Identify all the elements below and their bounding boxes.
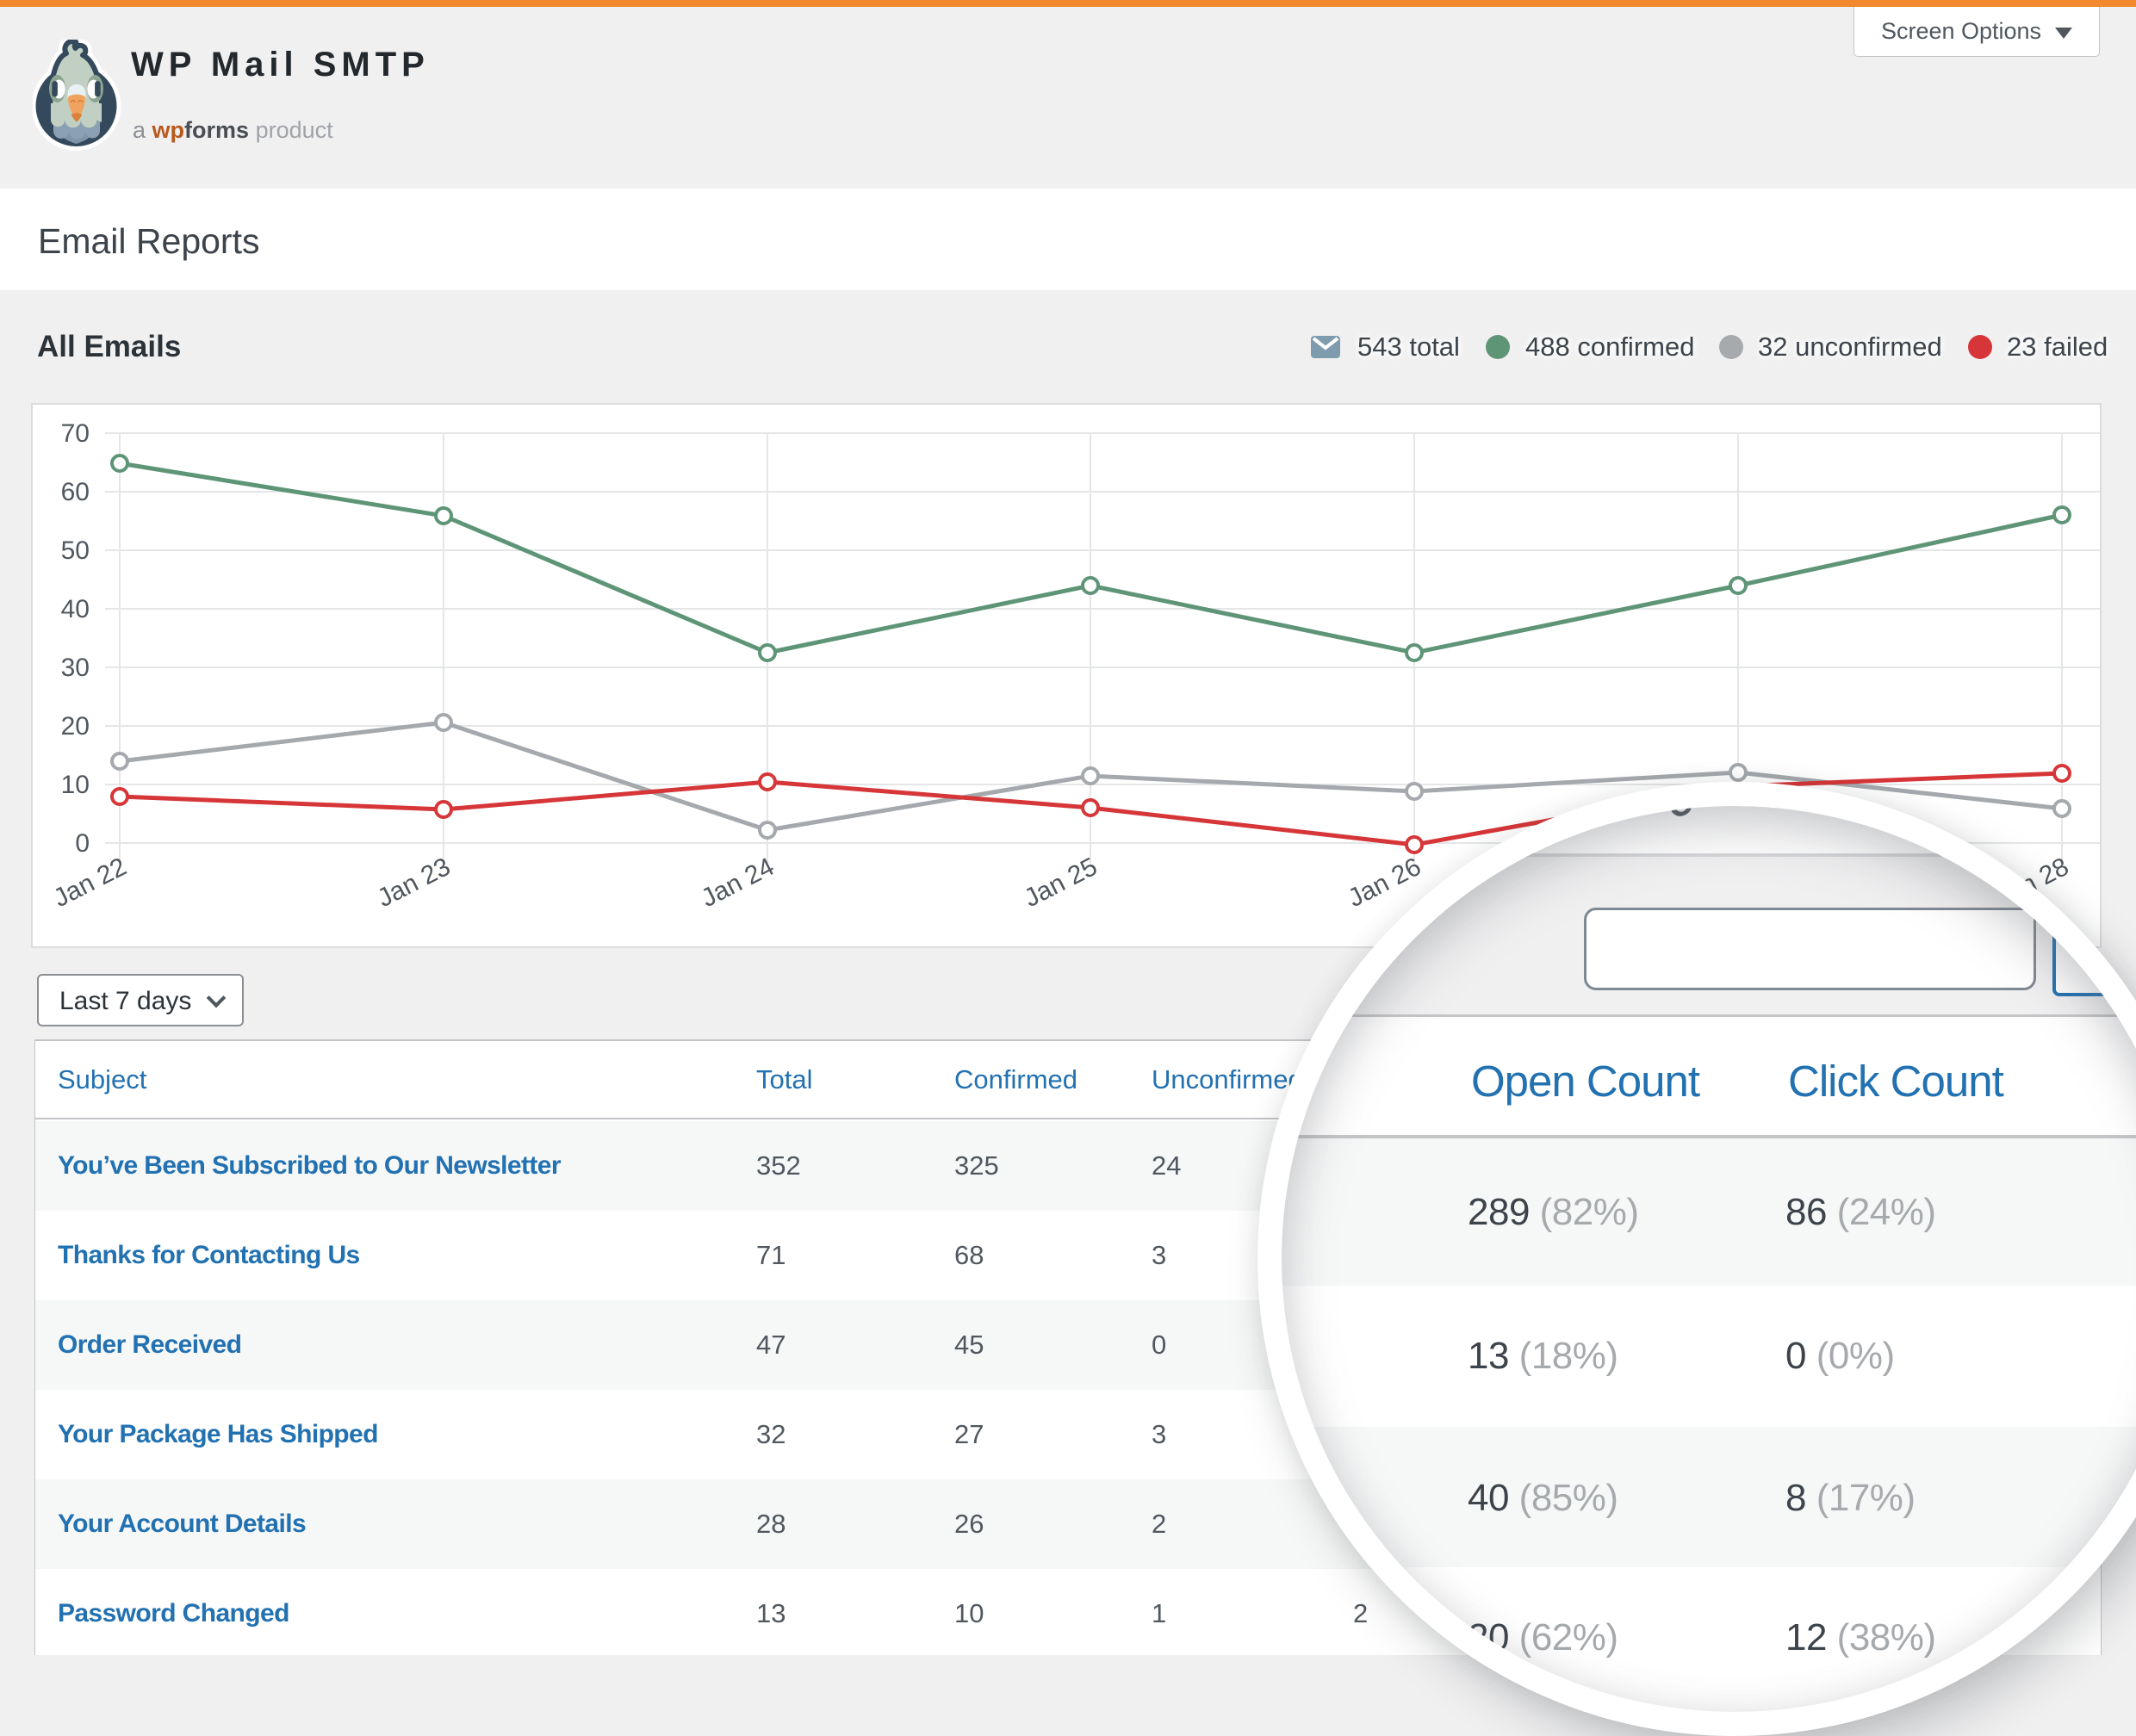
svg-text:30: 30 <box>61 654 90 682</box>
svg-text:60: 60 <box>61 478 90 506</box>
svg-text:20: 20 <box>61 712 90 741</box>
svg-text:0: 0 <box>75 829 90 858</box>
svg-text:50: 50 <box>61 536 90 565</box>
svg-text:40: 40 <box>61 595 90 623</box>
svg-text:10: 10 <box>61 771 90 799</box>
svg-text:70: 70 <box>61 419 90 448</box>
